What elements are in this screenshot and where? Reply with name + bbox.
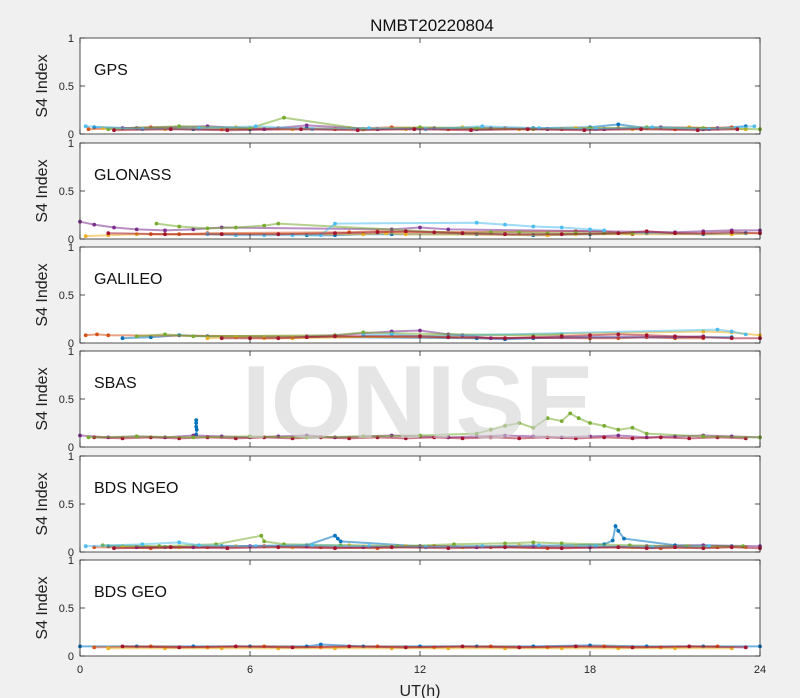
- data-marks: [83, 115, 762, 133]
- y-tick-label: 0.5: [59, 81, 74, 93]
- x-tick-label: 18: [584, 664, 596, 676]
- series-3: [120, 644, 748, 650]
- x-tick-label: 6: [247, 664, 253, 676]
- panel-bds-geo: 0 0.5 1 BDS GEO S4 Index 0 6 12 18 24: [34, 555, 766, 676]
- series-trail: [85, 232, 761, 238]
- y-tick-label: 0: [68, 129, 74, 141]
- series-6: [106, 229, 762, 237]
- series-trail: [195, 420, 198, 435]
- panel-bds-ngeo: 0 0.5 1 BDS NGEO S4 Index: [34, 451, 762, 559]
- series-trail: [113, 546, 761, 550]
- y-axis-label: S4 Index: [34, 472, 51, 535]
- panel-sbas: 0 0.5 1 SBAS S4 Index: [34, 346, 762, 454]
- y-axis-label: S4 Index: [34, 576, 51, 639]
- plot-area: [80, 560, 760, 656]
- series-6: [219, 332, 762, 341]
- panel-gps: 0 0.5 1 GPS S4 Index: [34, 33, 762, 141]
- y-tick-label: 0: [68, 651, 74, 663]
- data-marks: [78, 411, 762, 441]
- series-trail: [85, 541, 710, 549]
- x-axis-label: UT(h): [400, 683, 441, 698]
- panel-glonass: 0 0.5 1 GLONASS S4 Index: [34, 138, 762, 246]
- plot-area: [80, 456, 760, 552]
- series-trail: [108, 230, 761, 236]
- y-tick-label: 1: [68, 555, 74, 567]
- series-6: [112, 545, 762, 551]
- plot-area: [80, 38, 760, 134]
- y-tick-label: 1: [68, 138, 74, 150]
- y-tick-label: 0.5: [59, 394, 74, 406]
- y-tick-label: 0: [68, 234, 74, 246]
- y-tick-label: 1: [68, 451, 74, 463]
- data-marks: [83, 523, 762, 551]
- y-axis-label: S4 Index: [34, 159, 51, 222]
- plot-area: [80, 351, 760, 447]
- panels: 0 0.5 1 GPS S4 Index 0 0.5 1 GLONASS S4 Index 0 0.5…: [34, 33, 766, 676]
- panel-label: GPS: [94, 62, 128, 79]
- plot-area: [80, 247, 760, 343]
- x-tick-label: 24: [754, 664, 766, 676]
- y-tick-label: 1: [68, 242, 74, 254]
- x-tick-label: 12: [414, 664, 426, 676]
- y-tick-label: 0.5: [59, 290, 74, 302]
- y-tick-label: 1: [68, 33, 74, 45]
- y-axis-label: S4 Index: [34, 54, 51, 117]
- y-tick-label: 0.5: [59, 603, 74, 615]
- series-trail: [88, 412, 761, 439]
- data-marks: [78, 219, 762, 239]
- panel-label: SBAS: [94, 375, 137, 392]
- panel-galileo: 0 0.5 1 GALILEO S4 Index: [34, 242, 762, 350]
- figure-title: NMBT20220804: [370, 16, 494, 35]
- data-marks: [83, 327, 762, 342]
- series-trail: [221, 333, 760, 340]
- y-axis-label: S4 Index: [34, 367, 51, 430]
- series-trail: [122, 645, 746, 649]
- watermark: IONISE: [242, 345, 595, 461]
- y-tick-label: 0: [68, 442, 74, 454]
- plot-area: [80, 143, 760, 239]
- y-tick-label: 0.5: [59, 499, 74, 511]
- y-tick-label: 0.5: [59, 186, 74, 198]
- panel-label: BDS NGEO: [94, 480, 178, 497]
- series-trail: [79, 220, 760, 234]
- y-tick-label: 0: [68, 338, 74, 350]
- y-axis-label: S4 Index: [34, 263, 51, 326]
- series-5: [83, 540, 711, 550]
- data-marks: [78, 642, 762, 651]
- series-trail: [113, 128, 738, 132]
- series-3: [86, 411, 762, 440]
- series-trail: [363, 328, 747, 338]
- series-6: [112, 127, 740, 133]
- panel-label: GALILEO: [94, 271, 162, 288]
- y-tick-label: 0: [68, 547, 74, 559]
- panel-label: BDS GEO: [94, 584, 167, 601]
- x-tick-label: 0: [77, 664, 83, 676]
- panel-label: GLONASS: [94, 167, 171, 184]
- y-tick-label: 1: [68, 346, 74, 358]
